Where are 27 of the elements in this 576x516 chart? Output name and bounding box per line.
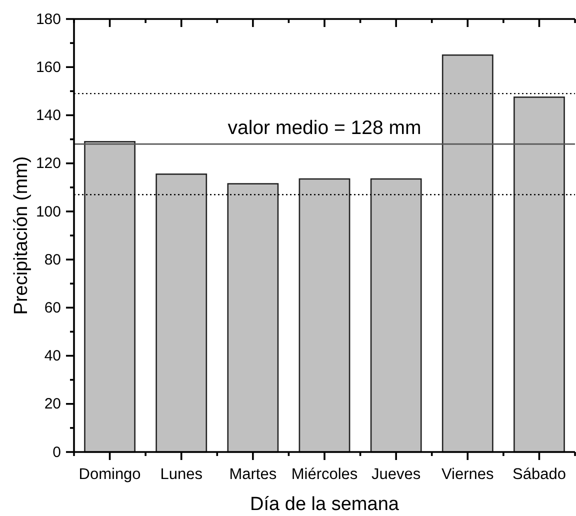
y-tick-label: 180 [36, 10, 61, 28]
bar [514, 96, 565, 453]
bar [298, 178, 350, 453]
bar [156, 174, 208, 453]
y-tick-label: 0 [52, 444, 61, 461]
bar [84, 141, 136, 453]
y-tick-label: 40 [44, 348, 61, 365]
bar [227, 183, 279, 453]
y-tick-label: 120 [36, 155, 61, 172]
bar [442, 54, 494, 453]
y-tick-label: 80 [44, 251, 61, 268]
bar [370, 178, 422, 453]
x-axis-title: Día de la semana [250, 494, 400, 515]
x-tick-label: Miércoles [291, 466, 358, 484]
y-tick-label: 20 [44, 396, 61, 413]
y-tick-label: 100 [36, 203, 61, 220]
x-tick-label: Viernes [442, 466, 494, 484]
y-tick-label: 140 [36, 107, 61, 124]
x-tick-label: Martes [229, 466, 277, 484]
x-tick-label: Domingo [78, 466, 141, 484]
x-tick-label: Jueves [372, 466, 421, 484]
y-tick-label: 160 [36, 58, 61, 76]
x-tick-label: Lunes [160, 466, 203, 484]
x-tick-label: Sábado [512, 466, 566, 484]
y-tick-label: 60 [44, 299, 61, 316]
ref-line-label: valor medio = 128 mm [228, 117, 422, 140]
y-axis-title: Precipitación (mm) [11, 156, 32, 315]
